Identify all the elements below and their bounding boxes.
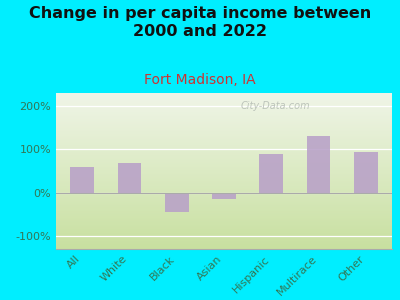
Text: Fort Madison, IA: Fort Madison, IA [144, 74, 256, 88]
Bar [212, 193, 236, 199]
Bar [260, 154, 283, 193]
Text: Change in per capita income between
2000 and 2022: Change in per capita income between 2000… [29, 6, 371, 39]
Bar [70, 167, 94, 193]
Bar [118, 163, 141, 193]
Text: City-Data.com: City-Data.com [241, 101, 310, 111]
Bar [354, 152, 378, 193]
Bar [165, 193, 188, 212]
Bar [307, 136, 330, 193]
